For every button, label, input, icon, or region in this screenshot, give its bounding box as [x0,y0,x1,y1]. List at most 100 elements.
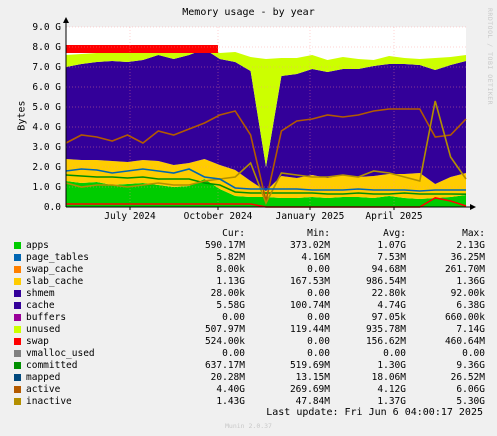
legend-name: shmem [26,288,55,299]
legend-min: 0.00 [307,348,330,359]
legend-row-committed: committed 637.17M 519.69M 1.30G 9.36G [12,360,492,372]
last-update-text: Last update: Fri Jun 6 04:00:17 2025 [266,407,483,418]
legend-min: 0.00 [307,312,330,323]
max-header: Max: [462,228,485,239]
area-cache [66,49,466,191]
legend-name: mapped [26,372,61,383]
y-tick-label: 1.0 G [32,182,61,193]
legend-max: 0.00 [462,348,485,359]
legend-name: cache [26,300,55,311]
legend-avg: 22.80k [371,288,406,299]
legend-name: apps [26,240,49,251]
legend-max: 460.64M [444,336,485,347]
legend-max: 261.70M [444,264,485,275]
legend-cur: 1.43G [216,396,245,407]
legend-min: 0.00 [307,288,330,299]
legend-swatch [14,350,21,357]
legend-row-inactive: inactive 1.43G 47.84M 1.37G 5.30G [12,396,492,408]
y-axis-arrow [63,17,69,23]
legend-min: 100.74M [289,300,330,311]
legend-table: Cur: Min: Avg: Max: apps 590.17M 373.02M 1.… [12,228,492,408]
legend-min: 373.02M [289,240,330,251]
y-tick-label: 8.0 G [32,42,61,53]
legend-cur: 20.28M [210,372,245,383]
legend-min: 167.53M [289,276,330,287]
legend-row-mapped: mapped 20.28M 13.15M 18.06M 26.52M [12,372,492,384]
x-axis-arrow [470,204,476,210]
avg-header: Avg: [383,228,406,239]
legend-max: 9.36G [456,360,485,371]
legend-avg: 7.53M [377,252,406,263]
legend-avg: 935.78M [365,324,406,335]
legend-min: 47.84M [295,396,330,407]
legend-cur: 28.00k [210,288,245,299]
legend-row-active: active 4.40G 269.69M 4.12G 6.06G [12,384,492,396]
legend-cur: 524.00k [204,336,245,347]
munin-version: Munin 2.0.37 [225,422,272,430]
legend-row-unused: unused 507.97M 119.44M 935.78M 7.14G [12,324,492,336]
x-tick-label: July 2024 [104,211,156,222]
legend-swatch [14,302,21,309]
y-tick-label: 9.0 G [32,22,61,33]
legend-min: 0.00 [307,264,330,275]
legend-avg: 94.68M [371,264,406,275]
legend-row-vmalloc-used: vmalloc_used 0.00 0.00 0.00 0.00 [12,348,492,360]
legend-avg: 1.37G [377,396,406,407]
legend-swatch [14,326,21,333]
legend-name: page_tables [26,252,89,263]
line-page-tables [65,168,466,192]
legend-max: 92.00k [450,288,485,299]
legend-swatch [14,290,21,297]
line-inactive [65,100,467,205]
legend-name: committed [26,360,78,371]
legend-max: 6.06G [456,384,485,395]
y-tick-label: 2.0 G [32,162,61,173]
legend-row-cache: cache 5.58G 100.74M 4.74G 6.38G [12,300,492,312]
legend-swatch [14,386,21,393]
legend-avg: 0.00 [383,348,406,359]
legend-cur: 5.58G [216,300,245,311]
legend-swatch [14,362,21,369]
rrdtool-watermark: RRDTOOL / TOBI OETIKER [486,8,494,106]
legend-row-swap-cache: swap_cache 8.00k 0.00 94.68M 261.70M [12,264,492,276]
legend-cur: 8.00k [216,264,245,275]
legend-row-apps: apps 590.17M 373.02M 1.07G 2.13G [12,240,492,252]
legend-min: 0.00 [307,336,330,347]
cur-header: Cur: [222,228,245,239]
legend-swatch [14,266,21,273]
legend-max: 5.30G [456,396,485,407]
legend-max: 660.00k [444,312,485,323]
x-tick-label: April 2025 [365,211,422,222]
legend-name: unused [26,324,61,335]
legend-row-swap: swap 524.00k 0.00 156.62M 460.64M [12,336,492,348]
legend-cur: 0.00 [222,348,245,359]
legend-avg: 986.54M [365,276,406,287]
x-tick-label: October 2024 [184,211,253,222]
legend-max: 1.36G [456,276,485,287]
legend-cur: 637.17M [204,360,245,371]
legend-swatch [14,242,21,249]
legend-max: 2.13G [456,240,485,251]
legend-cur: 590.17M [204,240,245,251]
legend-cur: 5.82M [216,252,245,263]
legend-min: 519.69M [289,360,330,371]
legend-name: vmalloc_used [26,348,95,359]
legend-name: swap_cache [26,264,84,275]
y-tick-label: 4.0 G [32,122,61,133]
legend-swatch [14,338,21,345]
legend-avg: 1.30G [377,360,406,371]
memory-chart: 0.0 1.0 G 2.0 G 3.0 G 4.0 G 5.0 G 6.0 G 7.0 G 8.… [32,17,476,222]
legend-swatch [14,374,21,381]
y-tick-label: 0.0 [44,202,61,213]
swap-top-band [66,45,218,53]
legend-avg: 1.07G [377,240,406,251]
legend-avg: 4.12G [377,384,406,395]
legend-swatch [14,398,21,405]
line-committed [65,174,467,195]
legend-swatch [14,254,21,261]
legend-header: Cur: Min: Avg: Max: [12,228,492,240]
legend-row-slab-cache: slab_cache 1.13G 167.53M 986.54M 1.36G [12,276,492,288]
y-tick-label: 7.0 G [32,62,61,73]
legend-row-page-tables: page_tables 5.82M 4.16M 7.53M 36.25M [12,252,492,264]
legend-name: buffers [26,312,67,323]
